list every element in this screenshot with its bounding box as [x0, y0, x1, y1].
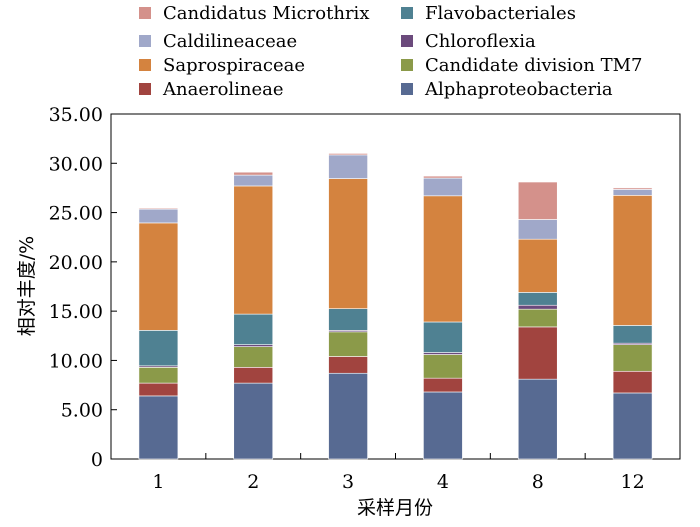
- legend-swatch: [401, 59, 413, 71]
- bar-segment-chloroflexia-8: [517, 304, 558, 310]
- legend-swatch: [139, 59, 151, 71]
- bar-segment-anaerolineae-8: [517, 326, 558, 380]
- x-tick-label: 3: [342, 471, 354, 493]
- y-tick-label: 30.00: [49, 153, 103, 175]
- legend-item-flavobacteriales: Flavobacteriales: [401, 3, 576, 24]
- bar-segment-candidate-division-tm7-12: [612, 344, 653, 372]
- y-tick-label: 25.00: [49, 203, 103, 225]
- bar-segment-candidatus-microthrix-3: [328, 153, 368, 156]
- x-axis-title: 采样月份: [357, 497, 433, 519]
- legend-item-chloroflexia: Chloroflexia: [401, 31, 536, 52]
- bar-segment-candidatus-microthrix-8: [517, 181, 558, 220]
- x-tick-label: 8: [532, 471, 544, 493]
- chart-legend: Candidatus Microthrix Flavobacteriales Cal…: [139, 3, 642, 100]
- bar-segment-caldilineaceae-3: [328, 154, 368, 179]
- bar-segment-flavobacteriales-4: [423, 321, 463, 353]
- bar-segment-anaerolineae-12: [612, 370, 653, 394]
- legend-item-alphaproteobacteria: Alphaproteobacteria: [401, 79, 613, 100]
- bar-segment-candidate-division-tm7-1: [138, 367, 179, 384]
- plot-frame: [110, 113, 681, 460]
- bar-segment-candidatus-microthrix-1: [138, 207, 179, 210]
- bar-segment-alphaproteobacteria-2: [233, 382, 274, 460]
- bar-segment-candidate-division-tm7-2: [233, 346, 274, 368]
- y-tick-label: 15.00: [49, 301, 103, 323]
- legend-swatch: [401, 83, 413, 95]
- x-axis-ticks: 1 2 3 4 8 12: [152, 453, 645, 493]
- bar-segment-saprospiraceae-3: [328, 178, 368, 309]
- legend-swatch: [139, 7, 151, 19]
- y-tick-label: 10.00: [49, 350, 103, 372]
- legend-label: Candidatus Microthrix: [163, 3, 369, 24]
- bar-segment-caldilineaceae-8: [517, 219, 558, 240]
- bar-segment-saprospiraceae-12: [612, 195, 653, 326]
- bar-segment-anaerolineae-1: [138, 382, 179, 397]
- legend-label: Chloroflexia: [425, 31, 536, 52]
- y-axis-title: 相对丰度/%: [16, 236, 38, 336]
- bar-segment-caldilineaceae-4: [423, 177, 463, 197]
- legend-label: Saprospiraceae: [163, 55, 305, 76]
- x-tick-label: 4: [437, 471, 449, 493]
- bar-segment-anaerolineae-4: [423, 377, 463, 393]
- legend-label: Anaerolineae: [162, 79, 284, 100]
- bar-segment-candidate-division-tm7-4: [423, 354, 463, 379]
- bar-segment-flavobacteriales-8: [517, 292, 558, 306]
- x-tick-label: 2: [247, 471, 259, 493]
- legend-swatch: [401, 7, 413, 19]
- legend-label: Candidate division TM7: [425, 55, 642, 76]
- bar-segment-alphaproteobacteria-3: [328, 372, 368, 460]
- bar-segment-flavobacteriales-1: [138, 330, 179, 367]
- bar-segment-caldilineaceae-12: [612, 189, 653, 196]
- bar-segment-candidatus-microthrix-2: [233, 171, 274, 176]
- bar-segment-alphaproteobacteria-8: [517, 378, 558, 460]
- legend-label: Caldilineaceae: [163, 31, 297, 52]
- legend-item-saprospiraceae: Saprospiraceae: [139, 55, 305, 76]
- y-tick-label: 20.00: [49, 252, 103, 274]
- bar-segment-candidate-division-tm7-3: [328, 331, 368, 357]
- bar-segment-saprospiraceae-8: [517, 238, 558, 293]
- bar-segment-caldilineaceae-1: [138, 208, 179, 224]
- bar-segment-saprospiraceae-2: [233, 185, 274, 315]
- y-axis-ticks: 0 5.00 10.00 15.00 20.00 25.00 30.00 35.00: [49, 104, 117, 471]
- x-tick-label: 12: [620, 471, 644, 493]
- bar-segment-flavobacteriales-12: [612, 325, 653, 344]
- bar-segment-candidatus-microthrix-4: [423, 175, 463, 179]
- bar-segment-anaerolineae-2: [233, 367, 274, 384]
- bar-segment-flavobacteriales-3: [328, 308, 368, 331]
- bar-segment-saprospiraceae-1: [138, 222, 179, 331]
- bar-segment-candidatus-microthrix-12: [612, 187, 653, 190]
- x-tick-label: 1: [152, 471, 164, 493]
- legend-item-anaerolineae: Anaerolineae: [139, 79, 284, 100]
- y-tick-label: 0: [91, 449, 103, 471]
- bar-segment-alphaproteobacteria-12: [612, 392, 653, 460]
- bar-segment-alphaproteobacteria-1: [138, 395, 179, 460]
- legend-swatch: [139, 35, 151, 47]
- legend-item-candidate-division-tm7: Candidate division TM7: [401, 55, 642, 76]
- legend-swatch: [401, 35, 413, 47]
- y-tick-label: 5.00: [61, 400, 103, 422]
- bar-segment-alphaproteobacteria-4: [423, 391, 463, 460]
- legend-label: Flavobacteriales: [425, 3, 576, 24]
- bar-segment-caldilineaceae-2: [233, 174, 274, 187]
- bars-group: [138, 153, 653, 460]
- legend-item-candidatus-microthrix: Candidatus Microthrix: [139, 3, 369, 24]
- legend-label: Alphaproteobacteria: [424, 79, 613, 100]
- legend-item-caldilineaceae: Caldilineaceae: [139, 31, 297, 52]
- legend-swatch: [139, 83, 151, 95]
- y-tick-label: 35.00: [49, 104, 103, 126]
- bar-segment-candidate-division-tm7-8: [517, 308, 558, 328]
- bar-segment-anaerolineae-3: [328, 356, 368, 374]
- bar-segment-saprospiraceae-4: [423, 195, 463, 323]
- bar-segment-flavobacteriales-2: [233, 313, 274, 345]
